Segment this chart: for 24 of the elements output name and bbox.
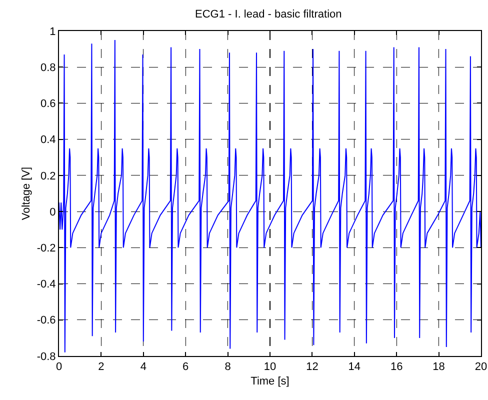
x-tick-label: 16	[390, 361, 403, 374]
chart-title: ECG1 - I. lead - basic filtration	[195, 8, 342, 21]
line-series	[59, 40, 481, 353]
y-axis-title: Voltage [V]	[20, 166, 32, 220]
y-tick-label: 0.4	[40, 134, 56, 146]
x-tick-label: 10	[264, 361, 276, 374]
x-tick-label: 18	[432, 361, 445, 374]
y-tick-label: 1	[50, 26, 56, 38]
x-tick-label: 12	[306, 361, 318, 374]
x-tick-label: 8	[224, 361, 231, 374]
x-axis-title: Time [s]	[250, 375, 290, 388]
y-tick-label: 0.6	[40, 98, 56, 110]
x-tick-label: 20	[474, 361, 488, 374]
y-tick-label: 0.2	[40, 170, 56, 182]
y-tick-label: -0.8	[36, 350, 56, 363]
x-tick-label: 2	[98, 361, 104, 374]
x-tick-label: 4	[140, 361, 146, 374]
y-tick-label: -0.6	[36, 314, 56, 327]
y-tick-label: -0.2	[36, 242, 56, 255]
y-tick-label: -0.4	[36, 278, 56, 291]
x-tick-label: 14	[348, 361, 361, 374]
x-tick-label: 6	[182, 361, 189, 374]
y-tick-label: 0.8	[40, 62, 56, 74]
y-tick-label: 0	[50, 206, 56, 218]
